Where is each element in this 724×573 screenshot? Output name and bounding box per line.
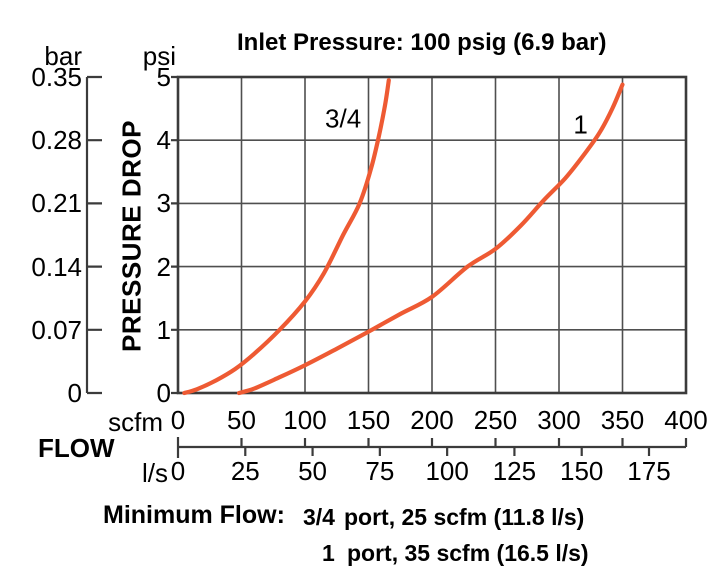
psi-tick-label: 3 bbox=[156, 188, 171, 219]
flow-axis-label: FLOW bbox=[38, 433, 115, 463]
scfm-tick-label: 150 bbox=[346, 405, 391, 435]
ls-tick-label: 25 bbox=[230, 456, 260, 486]
bar-tick-label: 0.28 bbox=[31, 125, 82, 156]
ls-unit-label: l/s bbox=[142, 458, 168, 488]
minimum-flow-row2-port: 1 bbox=[322, 540, 335, 566]
curve-1 bbox=[236, 82, 625, 396]
bar-tick-label: 0.14 bbox=[31, 251, 82, 282]
bar-tick-label: 0.07 bbox=[31, 314, 82, 345]
minimum-flow-row1-port: 3/4 bbox=[303, 504, 335, 530]
chart-title: Inlet Pressure: 100 psig (6.9 bar) bbox=[237, 29, 607, 56]
ls-tick-label: 175 bbox=[627, 456, 671, 486]
scfm-tick-label: 50 bbox=[227, 405, 256, 435]
flow-axis bbox=[176, 437, 688, 458]
curve-3-4 bbox=[182, 78, 391, 396]
ls-tick-label: 0 bbox=[170, 456, 186, 486]
minimum-flow-label: Minimum Flow: bbox=[103, 501, 285, 529]
psi-scale-ticks bbox=[171, 75, 178, 395]
curve-label-1: 1 bbox=[573, 109, 588, 140]
bar-scale-spine bbox=[85, 75, 102, 395]
scfm-unit-label: scfm bbox=[108, 407, 163, 437]
plot-frame bbox=[176, 75, 688, 395]
ls-tick-label: 100 bbox=[425, 456, 469, 486]
scfm-tick-label: 200 bbox=[410, 405, 454, 435]
ls-tick-label: 50 bbox=[298, 456, 328, 486]
bar-tick-label: 0 bbox=[67, 378, 82, 408]
bar-tick-label: 0.21 bbox=[31, 188, 82, 219]
scfm-tick-label: 400 bbox=[664, 405, 708, 435]
psi-tick-label: 0 bbox=[156, 378, 171, 408]
ls-tick-label: 125 bbox=[492, 456, 537, 486]
psi-tick-label: 4 bbox=[156, 125, 171, 156]
scfm-tick-label: 250 bbox=[473, 405, 518, 435]
psi-tick-label: 1 bbox=[156, 314, 171, 345]
scfm-tick-label: 300 bbox=[537, 405, 581, 435]
ls-tick-label: 75 bbox=[365, 456, 395, 486]
psi-tick-label: 2 bbox=[156, 251, 171, 282]
scfm-tick-label: 350 bbox=[600, 405, 645, 435]
minimum-flow-row1-text: port, 25 scfm (11.8 l/s) bbox=[344, 504, 585, 530]
bar-tick-label: 0.35 bbox=[31, 62, 82, 92]
psi-tick-label: 5 bbox=[156, 62, 171, 92]
bar-unit-label: bar bbox=[44, 41, 82, 71]
curve-label-3-4: 3/4 bbox=[325, 103, 362, 134]
ls-tick-label: 150 bbox=[560, 456, 604, 486]
minimum-flow-row2-text: port, 35 scfm (16.5 l/s) bbox=[347, 540, 589, 566]
psi-unit-label: psi bbox=[142, 41, 176, 71]
scfm-tick-label: 0 bbox=[170, 405, 186, 435]
scfm-tick-label: 100 bbox=[283, 405, 327, 435]
